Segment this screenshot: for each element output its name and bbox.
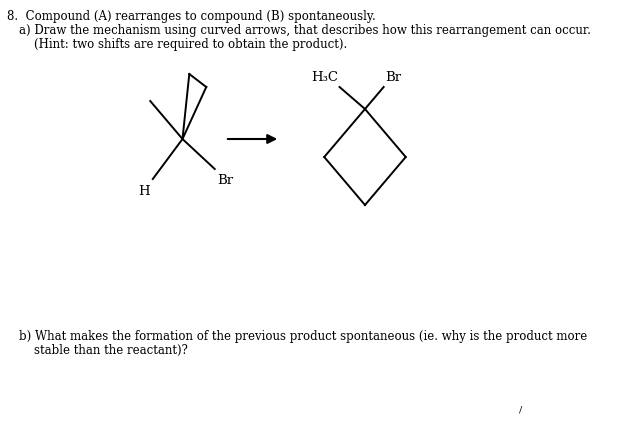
Text: H₃C: H₃C: [311, 71, 338, 84]
Text: (Hint: two shifts are required to obtain the product).: (Hint: two shifts are required to obtain…: [18, 38, 347, 51]
Text: b) What makes the formation of the previous product spontaneous (ie. why is the : b) What makes the formation of the previ…: [18, 329, 587, 342]
Text: /: /: [519, 405, 522, 414]
Text: H: H: [138, 184, 149, 198]
Text: Br: Br: [218, 173, 233, 187]
Text: stable than the reactant)?: stable than the reactant)?: [18, 343, 188, 356]
Text: Br: Br: [385, 71, 401, 84]
Text: a) Draw the mechanism using curved arrows, that describes how this rearrangement: a) Draw the mechanism using curved arrow…: [18, 24, 591, 37]
Text: 8.  Compound (A) rearranges to compound (B) spontaneously.: 8. Compound (A) rearranges to compound (…: [7, 10, 375, 23]
